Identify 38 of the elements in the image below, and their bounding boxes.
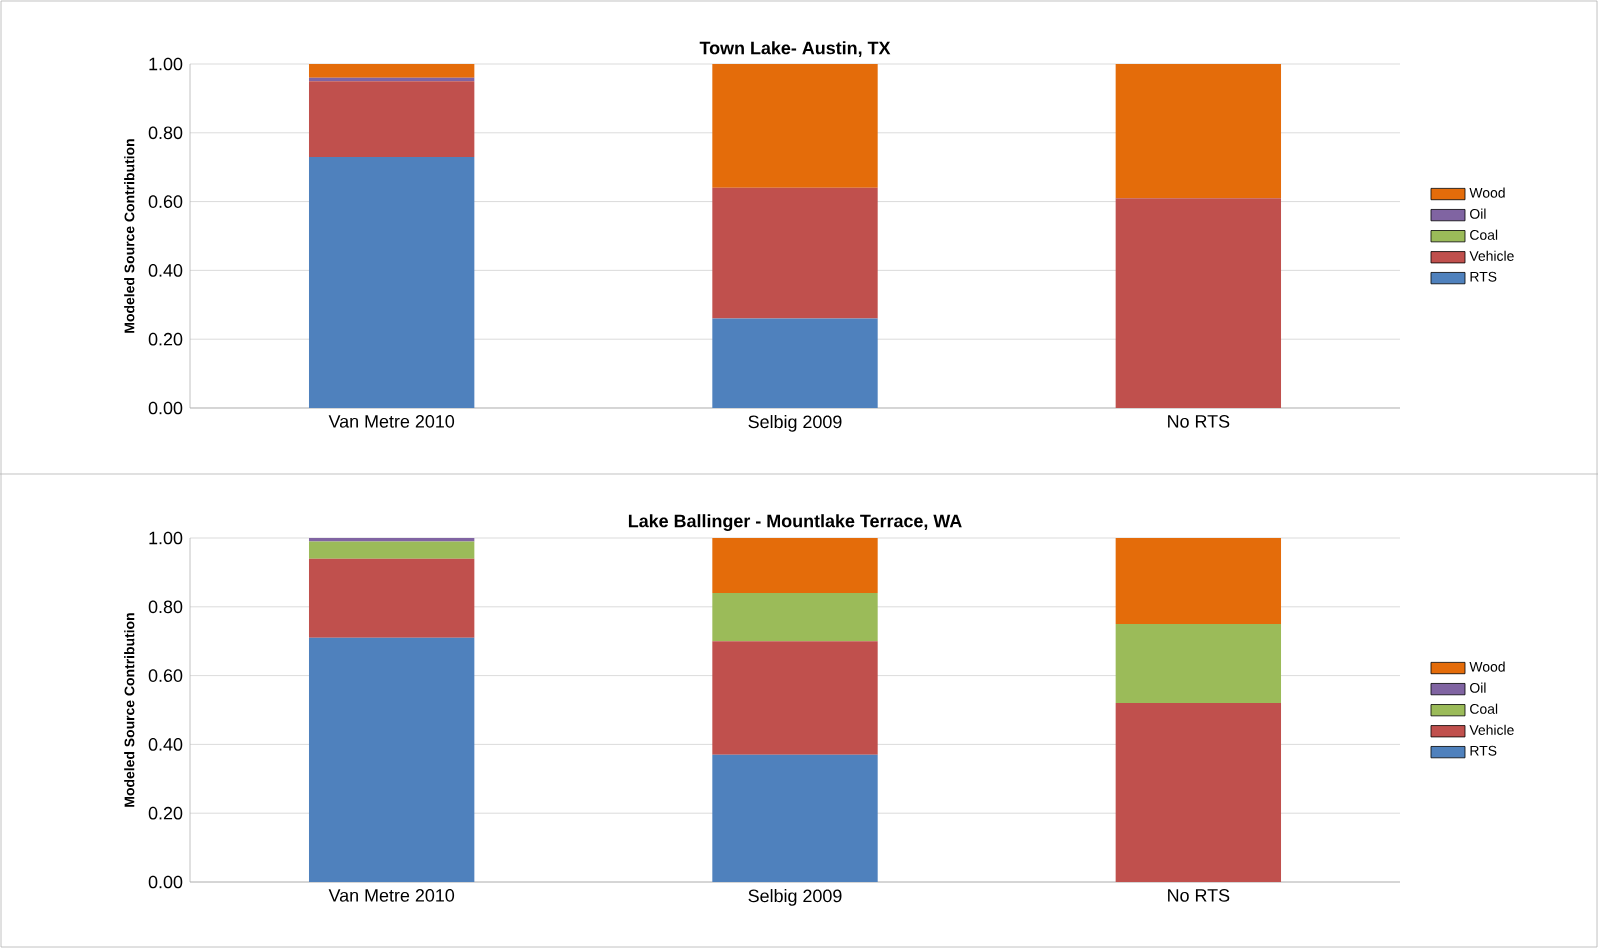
y-tick-label: 1.00 — [149, 531, 183, 545]
bar — [712, 641, 878, 755]
x-tick-label: Selbig 2009 — [748, 415, 842, 432]
bar — [1115, 198, 1282, 408]
x-tick-label: No RTS — [1168, 889, 1230, 902]
x-tick-label: Selbig 2009 — [748, 889, 842, 906]
y-tick-label: 1.00 — [149, 57, 183, 71]
bar — [712, 754, 878, 882]
bar — [1115, 703, 1282, 882]
y-tick-label: 0.00 — [148, 401, 183, 415]
bar — [712, 538, 878, 594]
chart-title: Town Lake- Austin, TX — [699, 41, 891, 57]
bar — [308, 558, 475, 638]
y-tick-label: 0.80 — [148, 126, 183, 140]
bar — [308, 81, 475, 157]
y-tick-label: 0.40 — [148, 264, 183, 277]
bar — [712, 187, 878, 319]
bar — [712, 318, 878, 408]
bar — [1115, 63, 1282, 199]
y-tick-label: 0.60 — [148, 195, 183, 208]
bar — [308, 637, 475, 882]
y-tick-label: 0.20 — [148, 332, 183, 346]
bar — [712, 593, 878, 642]
y-tick-label: 0.20 — [148, 806, 183, 820]
bar — [308, 156, 475, 408]
bar — [308, 541, 475, 559]
bar — [308, 63, 475, 78]
y-tick-label: 0.80 — [148, 600, 183, 614]
x-tick-label: No RTS — [1168, 415, 1230, 428]
x-tick-label: Van Metre 2010 — [328, 415, 455, 428]
bar — [712, 63, 878, 188]
bar — [1115, 538, 1282, 624]
bar — [1115, 624, 1282, 704]
x-tick-label: Van Metre 2010 — [328, 889, 455, 902]
y-tick-label: 0.00 — [148, 875, 183, 889]
y-tick-label: 0.60 — [148, 669, 183, 682]
chart-title: Lake Ballinger - Mountlake Terrace, WA — [628, 514, 962, 531]
y-tick-label: 0.40 — [148, 738, 183, 751]
